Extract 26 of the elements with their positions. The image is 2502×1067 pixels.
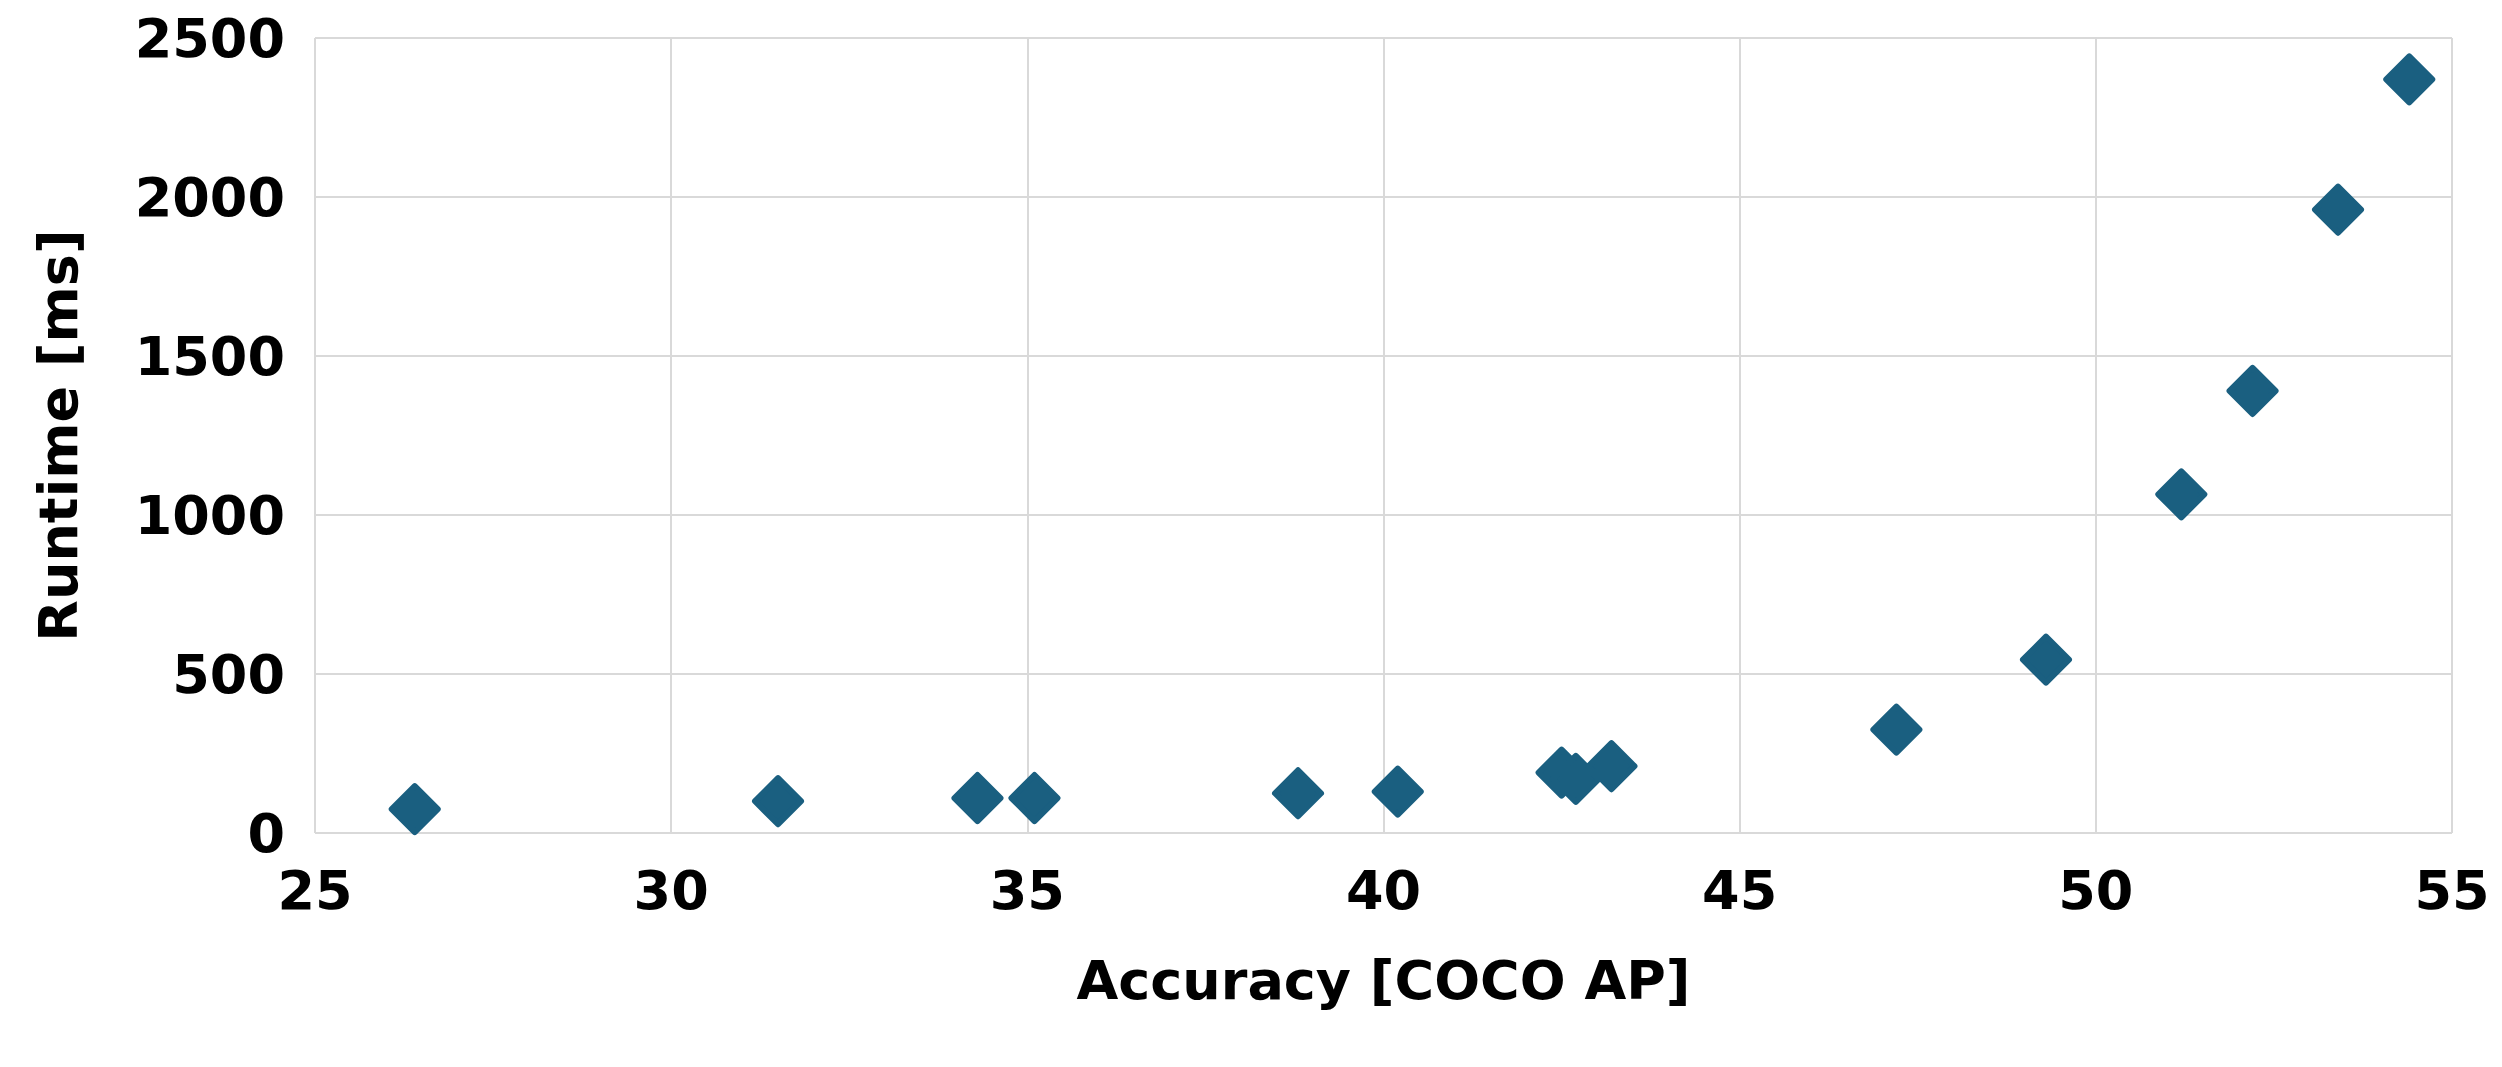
point: [2383, 53, 2436, 106]
point: [752, 775, 805, 828]
x-tick-label: 50: [2058, 858, 2134, 922]
x-tick-label: 35: [989, 858, 1065, 922]
point: [2312, 183, 2365, 236]
point: [951, 772, 1004, 825]
y-axis-title: Runtime [ms]: [26, 229, 90, 642]
x-tick-label: 55: [2414, 858, 2490, 922]
point: [1870, 703, 1923, 756]
point: [1371, 765, 1424, 818]
point: [2226, 364, 2279, 417]
y-tick-label: 1500: [134, 324, 285, 388]
x-axis-title: Accuracy [COCO AP]: [1076, 948, 1691, 1012]
y-tick-label: 500: [172, 642, 285, 706]
x-tick-label: 45: [1702, 858, 1778, 922]
point: [1585, 740, 1638, 793]
point: [2155, 468, 2208, 521]
point: [1272, 767, 1325, 820]
y-tick-label: 2000: [134, 165, 285, 229]
point: [388, 783, 441, 836]
point: [1008, 772, 1061, 825]
point: [2019, 633, 2072, 686]
x-tick-label: 30: [633, 858, 709, 922]
x-tick-label: 40: [1345, 858, 1422, 922]
y-tick-label: 2500: [134, 6, 285, 70]
y-tick-label: 1000: [134, 483, 285, 547]
